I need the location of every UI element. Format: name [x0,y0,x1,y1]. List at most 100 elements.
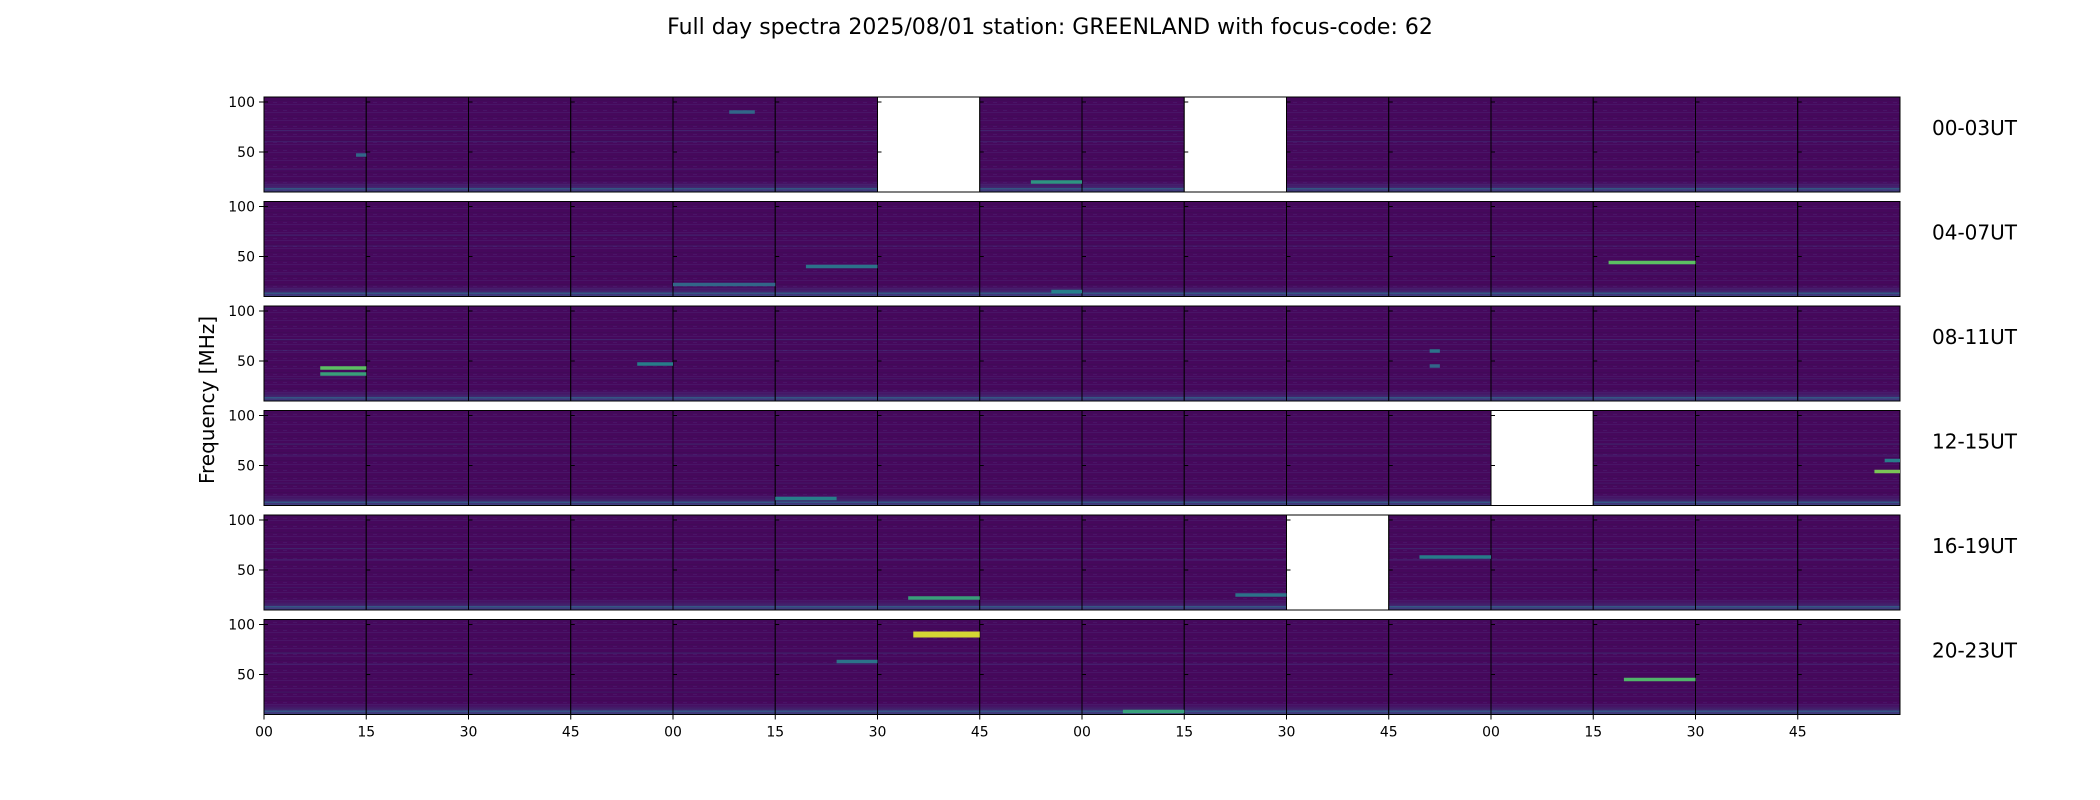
row-time-label: 20-23UT [1932,639,2018,663]
rfi-line [1184,559,1287,561]
low-band-line [1082,501,1185,503]
low-band-line [979,292,1082,294]
rfi-line [1388,339,1491,341]
rfi-line [1184,234,1287,236]
spectrum-panel [877,410,981,506]
spectrum-background [775,201,878,297]
rfi-line [979,169,1082,171]
spectrum-panel [263,514,367,611]
rfi-line [673,559,776,561]
low-band-noise [264,493,367,506]
rfi-line [1491,691,1594,693]
spectrum-background [1184,619,1287,715]
low-band-line [570,397,673,399]
rfi-line [1797,130,1900,132]
spectrum-background [1491,619,1594,715]
rfi-line [570,339,673,341]
low-band-line [1797,188,1900,190]
rfi-line [366,350,469,352]
low-band-line [570,501,673,503]
spectrum-background [366,515,469,610]
rfi-line [673,350,776,352]
rfi-line [673,169,776,171]
spectrum-panel [570,201,674,297]
low-band-noise [1797,389,1900,401]
rfi-line [775,443,878,445]
low-band-line [570,292,673,294]
rfi-line [1082,130,1185,132]
low-band-noise [1286,389,1389,401]
spectrum-background [877,515,980,610]
spectrum-panel [468,96,572,193]
low-band-line [877,606,980,608]
low-band-noise [570,598,673,610]
spectrum-background [1388,410,1491,506]
rfi-line [979,273,1082,275]
spectrum-background [570,619,673,715]
rfi-line [877,559,980,561]
spectrum-background [1286,201,1389,297]
spectrum-panel [774,514,878,611]
rfi-line [673,130,776,132]
rfi-line [1695,141,1798,143]
rfi-line [1184,548,1287,550]
spectrum-panel [1797,514,1901,611]
spectra-row: 100 50 08-11UT [228,304,2018,402]
rfi-line [1082,273,1185,275]
spectrum-background [1082,201,1185,297]
low-band-line [1388,501,1491,503]
x-tick-label: 45 [1789,725,1807,741]
rfi-line [1082,339,1185,341]
rfi-line [1082,234,1185,236]
spectrum-panel [365,305,469,402]
x-tick-label: 30 [869,725,887,741]
spectrum-panel [877,305,981,402]
low-band-line [1286,710,1389,712]
low-band-line [570,606,673,608]
low-band-line [1082,606,1185,608]
spectrum-panel [1183,410,1287,506]
low-band-noise [877,702,980,715]
rfi-line [673,234,776,236]
low-band-line [366,710,469,712]
rfi-line [1695,169,1798,171]
spectrum-panel [468,619,572,715]
low-band-noise [1388,180,1491,192]
spectrum-background [775,306,878,401]
low-band-line [673,292,776,294]
low-band-noise [1491,702,1594,715]
rfi-line [1695,691,1798,693]
low-band-noise [264,389,367,401]
spectrum-background [366,410,469,506]
low-band-noise [1695,493,1798,506]
spectrum-background [775,97,878,192]
low-band-noise [1184,284,1287,297]
row-time-label: 16-19UT [1932,534,2018,558]
spectra-row: 100 50 04-07UT [228,200,2018,297]
x-tick-label: 15 [766,725,784,741]
low-band-noise [979,702,1082,715]
rfi-line [1695,454,1798,456]
spectrum-panel [365,96,469,193]
spectrum-background [877,201,980,297]
low-band-noise [1593,702,1696,715]
low-band-line [877,292,980,294]
low-band-line [979,606,1082,608]
rfi-line [1184,663,1287,665]
rfi-line [1082,482,1185,484]
rfi-line [673,482,776,484]
spectrum-panel [1695,619,1799,715]
rfi-line [1695,245,1798,247]
spectrum-panel [979,514,1083,611]
spectrum-panel [1081,410,1185,506]
low-band-noise [264,702,367,715]
rfi-line [468,350,571,352]
rfi-line [468,663,571,665]
low-band-noise [1388,598,1491,610]
rfi-line [877,273,980,275]
low-band-noise [673,493,776,506]
panel-frame [1797,201,1901,297]
rfi-line [1695,663,1798,665]
low-band-noise [264,180,367,192]
spectral-feature [1608,260,1696,265]
